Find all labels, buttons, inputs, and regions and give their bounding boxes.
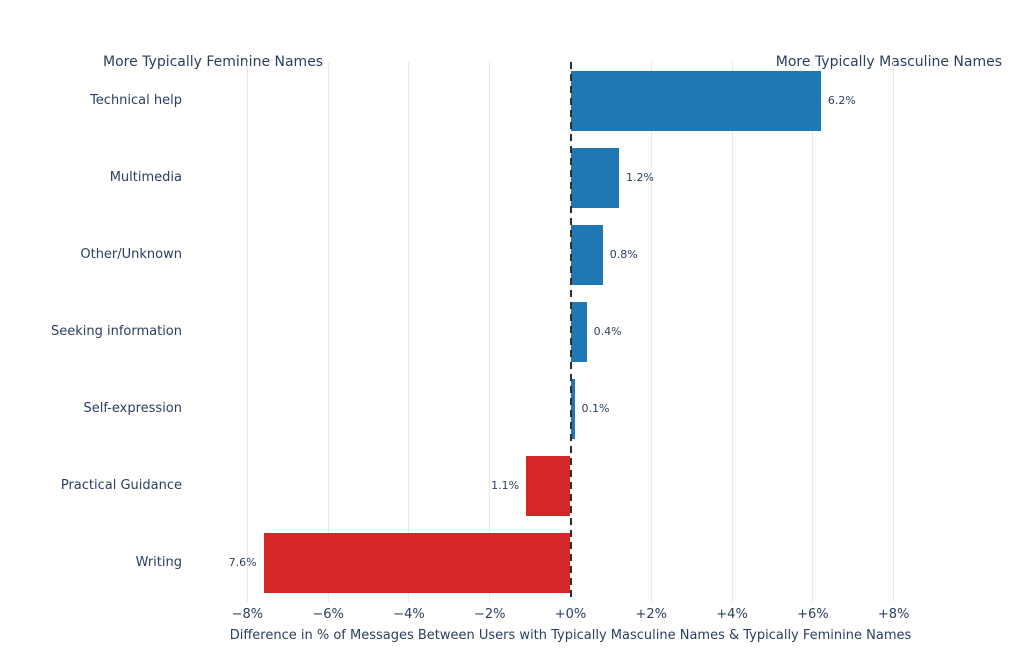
bar-value-label-multimedia: 1.2% bbox=[625, 170, 654, 184]
bar-technical-help bbox=[570, 70, 821, 131]
bar-value-label-self-expression: 0.1% bbox=[581, 402, 610, 416]
x-tick-label: −4% bbox=[393, 607, 425, 622]
gridline-plus-8% bbox=[893, 62, 895, 602]
bar-practical-guidance bbox=[526, 456, 571, 517]
x-tick-label: +0% bbox=[554, 607, 587, 622]
category-label-technical-help: Technical help bbox=[90, 92, 182, 108]
category-label-self-expression: Self-expression bbox=[83, 401, 182, 417]
gridline-plus-2% bbox=[650, 62, 652, 602]
bar-value-label-seeking-information: 0.4% bbox=[593, 325, 622, 338]
category-label-other-unknown: Other/Unknown bbox=[80, 246, 182, 262]
bar-multimedia bbox=[570, 147, 619, 208]
gridline-minus-8% bbox=[246, 62, 248, 602]
bar-other-unknown bbox=[570, 224, 603, 285]
bar-value-label-writing: 7.6% bbox=[228, 556, 257, 570]
gridline-minus-2% bbox=[489, 62, 491, 602]
bar-self-expression bbox=[570, 379, 575, 440]
x-tick-label: −8% bbox=[231, 607, 264, 622]
x-tick-label: +2% bbox=[635, 607, 668, 622]
category-label-multimedia: Multimedia bbox=[109, 169, 182, 185]
bar-seeking-information bbox=[570, 302, 587, 362]
bar-writing bbox=[263, 533, 571, 594]
plot-area: 6.2% 1.2% 0.8% 0.4% 0.1% 1.1% 7.6% bbox=[207, 62, 934, 602]
category-label-writing: Writing bbox=[135, 555, 182, 571]
x-tick-label: −2% bbox=[473, 607, 506, 622]
header-masculine-names: More Typically Masculine Names bbox=[775, 54, 1002, 70]
bar-value-label-practical-guidance: 1.1% bbox=[491, 479, 520, 493]
header-feminine-names: More Typically Feminine Names bbox=[103, 54, 324, 70]
gridline-plus-4% bbox=[731, 62, 733, 602]
category-label-seeking-information: Seeking information bbox=[50, 324, 182, 339]
category-label-practical-guidance: Practical Guidance bbox=[60, 478, 182, 494]
bar-value-label-technical-help: 6.2% bbox=[827, 93, 856, 107]
gridline-minus-6% bbox=[327, 62, 329, 602]
x-axis-title: Difference in % of Messages Between User… bbox=[229, 628, 912, 643]
x-tick-label: +8% bbox=[877, 607, 910, 622]
gridline-plus-6% bbox=[812, 62, 814, 602]
x-tick-label: −6% bbox=[312, 607, 344, 622]
gridline-minus-4% bbox=[408, 62, 410, 602]
x-tick-label: +6% bbox=[797, 607, 829, 622]
x-tick-label: +4% bbox=[716, 607, 748, 622]
bar-value-label-other-unknown: 0.8% bbox=[609, 247, 638, 261]
zero-baseline-dashed bbox=[569, 62, 572, 602]
